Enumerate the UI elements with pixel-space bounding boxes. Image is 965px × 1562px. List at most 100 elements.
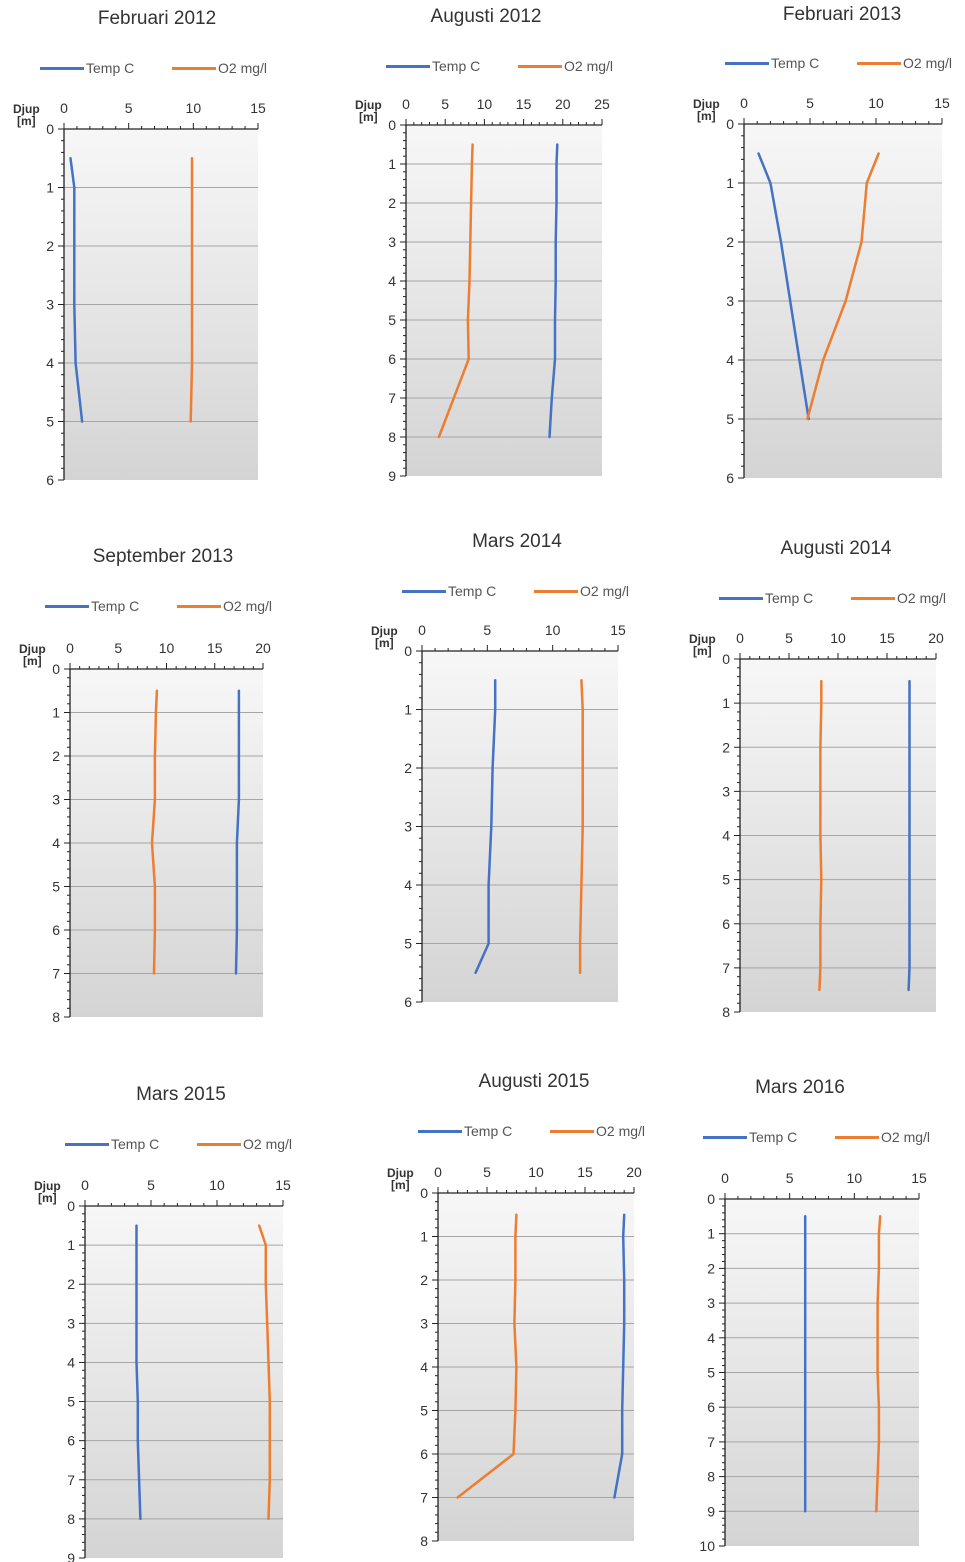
chart-title: Mars 2016 (755, 1077, 845, 1098)
y-tick-label: 8 (52, 1009, 60, 1025)
legend-item-o2: O2 mg/l (835, 1129, 930, 1145)
y-tick-label: 0 (707, 1191, 715, 1207)
legend-swatch-temp (703, 1135, 747, 1139)
y-tick-label: 3 (388, 234, 396, 250)
legend-label-o2: O2 mg/l (881, 1129, 931, 1145)
y-tick-label: 9 (388, 468, 396, 484)
legend-item-temp: Temp C (725, 55, 819, 71)
legend-item-temp: Temp C (65, 1136, 159, 1152)
y-tick-label: 8 (420, 1533, 428, 1549)
x-tick-label: 20 (555, 96, 571, 112)
legend-label-o2: O2 mg/l (897, 590, 947, 606)
series-line-temp (907, 679, 911, 992)
y-tick-label: 7 (52, 966, 60, 982)
y-tick-label: 4 (707, 1330, 715, 1346)
y-tick-label: 2 (52, 748, 60, 764)
legend-item-o2: O2 mg/l (550, 1123, 645, 1139)
legend-label-o2: O2 mg/l (223, 598, 273, 614)
legend-swatch-temp (719, 596, 763, 600)
legend-item-temp: Temp C (45, 598, 139, 614)
x-tick-label: 15 (275, 1177, 291, 1193)
legend-swatch-o2 (835, 1135, 879, 1139)
x-tick-label: 15 (934, 95, 950, 111)
legend-label-temp: Temp C (86, 60, 135, 76)
x-tick-label: 0 (736, 630, 744, 646)
x-tick-label: 15 (250, 100, 266, 116)
y-axis-label: Djup [m] (371, 624, 398, 650)
y-tick-label: 5 (388, 312, 396, 328)
y-tick-label: 8 (388, 429, 396, 445)
legend-item-temp: Temp C (40, 60, 134, 76)
y-tick-label: 6 (404, 994, 412, 1010)
plot-background (406, 125, 602, 476)
series-line-o2 (456, 1213, 518, 1499)
y-tick-label: 2 (46, 238, 54, 254)
x-tick-label: 10 (847, 1170, 863, 1186)
x-tick-label: 5 (806, 95, 814, 111)
y-tick-label: 8 (722, 1004, 730, 1020)
y-tick-label: 4 (52, 835, 60, 851)
chart-title: Mars 2014 (472, 531, 562, 552)
x-tick-label: 10 (545, 622, 561, 638)
y-tick-label: 7 (420, 1490, 428, 1506)
legend-item-temp: Temp C (703, 1129, 797, 1145)
legend-label-o2: O2 mg/l (564, 58, 614, 74)
y-tick-label: 5 (420, 1403, 428, 1419)
y-tick-label: 7 (722, 960, 730, 976)
x-tick-label: 20 (928, 630, 944, 646)
y-tick-label: 2 (388, 195, 396, 211)
y-tick-label: 1 (420, 1229, 428, 1245)
y-tick-label: 6 (67, 1433, 75, 1449)
x-tick-label: 15 (610, 622, 626, 638)
y-tick-label: 3 (404, 819, 412, 835)
x-tick-label: 5 (114, 640, 122, 656)
legend-item-o2: O2 mg/l (518, 58, 613, 74)
x-tick-label: 5 (785, 630, 793, 646)
legend-item-temp: Temp C (402, 583, 496, 599)
y-tick-label: 3 (707, 1295, 715, 1311)
series-line-temp (757, 152, 810, 421)
legend-item-o2: O2 mg/l (197, 1136, 292, 1152)
legend-swatch-o2 (518, 64, 562, 68)
y-tick-label: 6 (722, 916, 730, 932)
x-tick-label: 0 (81, 1177, 89, 1193)
y-tick-label: 6 (52, 922, 60, 938)
series-line-o2 (818, 679, 823, 992)
x-tick-label: 0 (740, 95, 748, 111)
y-tick-label: 7 (388, 390, 396, 406)
y-tick-label: 3 (52, 792, 60, 808)
x-tick-label: 25 (594, 96, 610, 112)
y-tick-label: 3 (722, 783, 730, 799)
legend-label-o2: O2 mg/l (903, 55, 953, 71)
legend-item-temp: Temp C (386, 58, 480, 74)
legend-label-temp: Temp C (432, 58, 481, 74)
y-axis-label: Djup [m] (693, 97, 720, 123)
y-tick-label: 8 (67, 1511, 75, 1527)
y-tick-label: 5 (67, 1394, 75, 1410)
x-tick-label: 15 (911, 1170, 927, 1186)
y-tick-label: 1 (67, 1237, 75, 1253)
legend-swatch-o2 (851, 596, 895, 600)
y-tick-label: 1 (722, 695, 730, 711)
y-axis-label: Djup [m] (387, 1166, 414, 1192)
series-line-o2 (806, 152, 880, 421)
x-tick-label: 10 (159, 640, 175, 656)
x-tick-label: 10 (868, 95, 884, 111)
legend-item-o2: O2 mg/l (534, 583, 629, 599)
x-tick-label: 15 (879, 630, 895, 646)
x-tick-label: 0 (60, 100, 68, 116)
legend-swatch-o2 (197, 1142, 241, 1146)
series-line-o2 (257, 1224, 272, 1521)
y-tick-label: 5 (726, 411, 734, 427)
legend-label-temp: Temp C (464, 1123, 513, 1139)
y-tick-label: 6 (726, 470, 734, 486)
series-line-o2 (189, 157, 194, 423)
y-tick-label: 1 (46, 180, 54, 196)
y-tick-label: 4 (404, 877, 412, 893)
y-tick-label: 4 (722, 828, 730, 844)
x-tick-label: 5 (483, 1164, 491, 1180)
legend-swatch-temp (40, 66, 84, 70)
y-tick-label: 4 (420, 1359, 428, 1375)
